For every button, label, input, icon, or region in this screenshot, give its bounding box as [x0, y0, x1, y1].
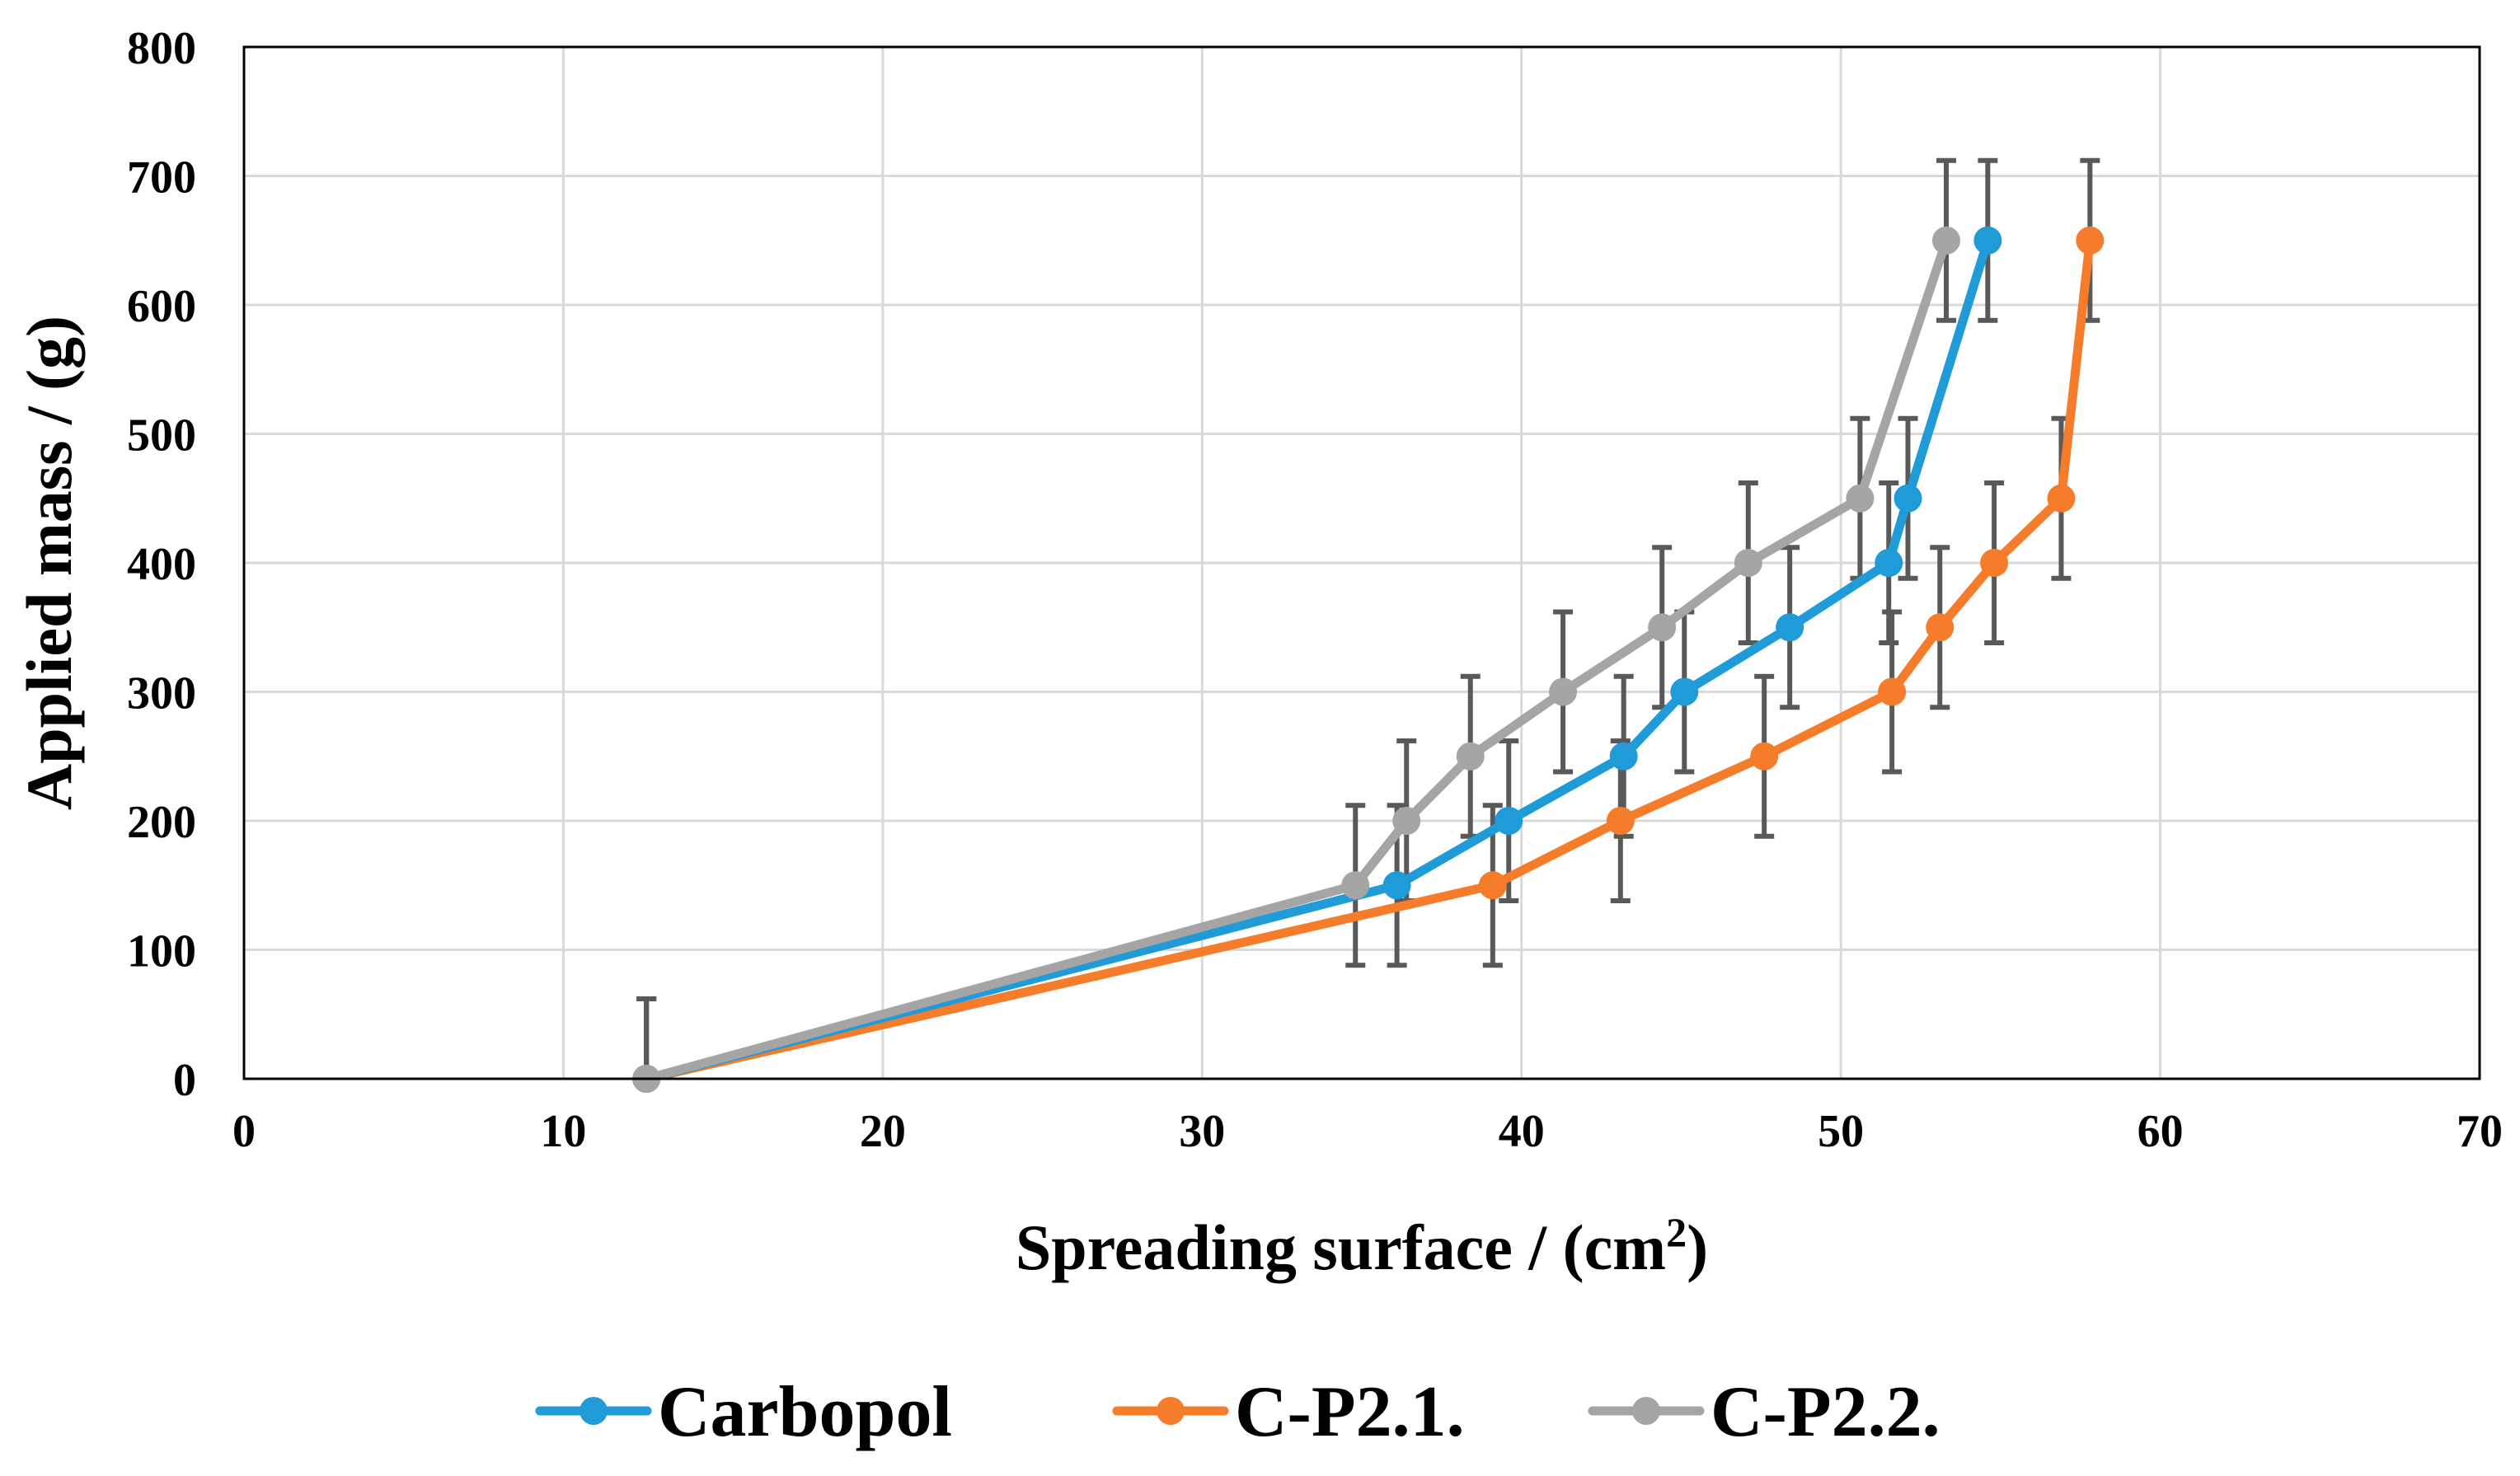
x-tick-label: 70	[2457, 1106, 2503, 1157]
series-c-p2-1	[632, 226, 2105, 1093]
data-point	[1392, 807, 1421, 835]
y-tick-label: 500	[127, 410, 196, 462]
legend-swatch-marker	[580, 1397, 608, 1425]
y-tick-label: 400	[127, 539, 196, 590]
plot-frame	[242, 45, 2481, 1080]
series-line-c-p2-1	[641, 236, 2095, 1084]
legend-item-c-p2-1: C-P2.1.	[1112, 1372, 1465, 1452]
y-tick-label: 100	[127, 926, 196, 977]
data-point	[1846, 484, 1875, 513]
y-axis-title: Applied mass / (g)	[13, 316, 85, 810]
data-point	[1495, 807, 1523, 835]
data-point	[1478, 871, 1507, 900]
legend-label: Carbopol	[658, 1372, 952, 1452]
x-tick-label: 0	[232, 1106, 256, 1157]
legend-swatch-marker	[1157, 1397, 1185, 1425]
data-point	[1926, 613, 1955, 642]
legend-label: C-P2.1.	[1235, 1372, 1465, 1452]
x-axis-title-end: )	[1687, 1211, 1708, 1283]
data-point	[1341, 871, 1370, 900]
data-point	[1734, 549, 1762, 577]
data-point	[2076, 226, 2105, 255]
legend-swatch-marker	[1632, 1397, 1660, 1425]
y-tick-label: 200	[127, 797, 196, 848]
y-tick-label: 800	[127, 23, 196, 74]
data-point	[1878, 677, 1907, 706]
x-tick-label: 30	[1179, 1106, 1225, 1157]
x-axis-title-main: Spreading surface / (cm	[1016, 1211, 1666, 1283]
series-line-c-p2-2	[641, 236, 1951, 1084]
data-point	[1973, 226, 2002, 255]
x-axis-title-superscript: 2	[1666, 1209, 1687, 1255]
grid-lines	[244, 47, 2480, 1079]
data-point	[1648, 613, 1677, 642]
data-point	[1776, 613, 1804, 642]
x-tick-label: 60	[2138, 1106, 2184, 1157]
series-line-carbopol	[641, 236, 1992, 1084]
x-tick-label: 10	[540, 1106, 586, 1157]
legend-label: C-P2.2.	[1711, 1372, 1940, 1452]
data-point	[1609, 742, 1638, 771]
data-point	[1456, 742, 1485, 771]
data-point	[1549, 677, 1578, 706]
x-axis-title: Spreading surface / (cm2)	[1016, 1209, 1708, 1283]
series-layer	[632, 226, 2105, 1093]
y-tick-label: 700	[127, 152, 196, 204]
error-bars	[636, 157, 2100, 1079]
data-point	[1606, 807, 1635, 835]
data-point	[1382, 871, 1411, 900]
data-point	[1670, 677, 1699, 706]
y-tick-label: 600	[127, 281, 196, 332]
y-tick-label: 300	[127, 668, 196, 719]
x-tick-label: 40	[1499, 1106, 1545, 1157]
data-point	[1750, 742, 1779, 771]
x-tick-label: 20	[860, 1106, 906, 1157]
series-c-p2-2	[632, 226, 1960, 1093]
legend-item-carbopol: Carbopol	[535, 1372, 952, 1452]
data-point	[1931, 226, 1960, 255]
y-tick-label: 0	[173, 1055, 196, 1106]
data-point	[1875, 549, 1903, 577]
x-tick-label: 50	[1818, 1106, 1864, 1157]
data-point	[2047, 484, 2076, 513]
legend-item-c-p2-2: C-P2.2.	[1588, 1372, 1940, 1452]
series-carbopol	[632, 226, 2002, 1093]
data-point	[1894, 484, 1922, 513]
data-point	[1980, 549, 2009, 577]
legend: Carbopol C-P2.1. C-P2.2.	[535, 1372, 1940, 1452]
